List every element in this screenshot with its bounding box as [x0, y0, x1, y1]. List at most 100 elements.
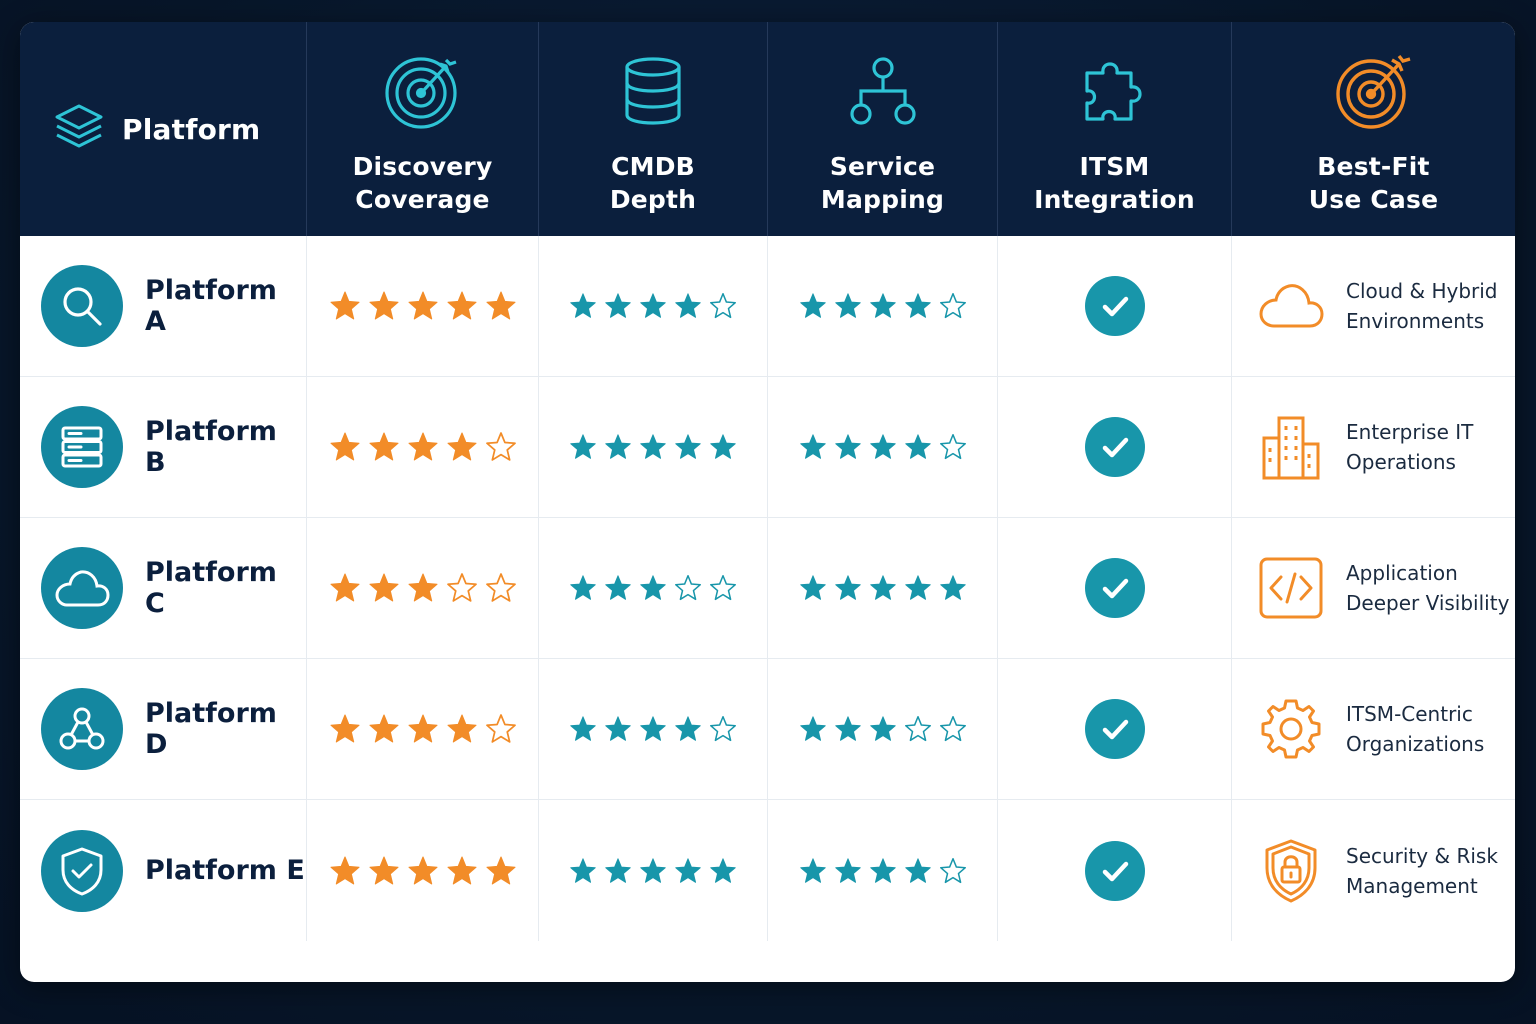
header-itsm-label: ITSM Integration	[1034, 152, 1195, 214]
usecase-text: Enterprise IT Operations	[1346, 420, 1474, 474]
star-filled-icon	[329, 573, 360, 602]
platform-cell: Platform E	[20, 800, 307, 941]
star-empty-icon	[485, 573, 516, 602]
star-rating	[329, 855, 517, 887]
header-mapping-label: Service Mapping	[820, 152, 945, 214]
gear-icon	[1258, 696, 1324, 762]
layers-icon	[52, 100, 106, 158]
mapping-rating	[768, 236, 998, 376]
star-filled-icon	[446, 714, 477, 743]
star-filled-icon	[640, 857, 666, 883]
star-filled-icon	[710, 434, 736, 459]
table-header: Platform Discovery Coverage	[20, 22, 1515, 236]
star-rating	[329, 713, 517, 745]
table-row: Platform D ITSM-Centric O	[20, 659, 1515, 800]
puzzle-icon	[1081, 52, 1149, 130]
check-circle-icon	[1084, 699, 1145, 759]
star-empty-icon	[939, 857, 966, 883]
header-platform: Platform	[20, 22, 307, 236]
star-filled-icon	[368, 714, 399, 743]
star-filled-icon	[710, 857, 736, 883]
usecase-text: Application Deeper Visibility	[1346, 561, 1510, 615]
table-body: Platform A Cloud & Hybrid Environments	[20, 236, 1515, 941]
star-filled-icon	[799, 857, 826, 883]
mapping-rating	[768, 518, 998, 658]
target-arrow-icon	[1335, 52, 1413, 130]
platform-name: Platform A	[145, 275, 277, 337]
star-filled-icon	[640, 716, 666, 741]
comparison-card: Platform Discovery Coverage	[20, 22, 1515, 982]
usecase-cell: Cloud & Hybrid Environments	[1232, 236, 1515, 376]
cloud-icon	[41, 547, 123, 629]
star-rating	[799, 574, 967, 602]
star-filled-icon	[570, 293, 596, 318]
star-rating	[569, 292, 737, 320]
star-filled-icon	[485, 855, 516, 884]
header-service-mapping: Service Mapping	[768, 22, 998, 236]
star-empty-icon	[939, 433, 966, 460]
search-icon	[41, 265, 123, 347]
platform-name: Platform B	[145, 416, 277, 478]
star-filled-icon	[446, 432, 477, 461]
platform-cell: Platform D	[20, 659, 307, 799]
star-filled-icon	[799, 293, 826, 318]
discovery-rating	[307, 236, 539, 376]
star-filled-icon	[605, 857, 631, 883]
star-filled-icon	[368, 573, 399, 602]
itsm-cell	[998, 518, 1232, 658]
table-row: Platform B Enterprise IT	[20, 377, 1515, 518]
star-rating	[799, 292, 967, 320]
star-empty-icon	[939, 292, 966, 319]
check-circle-icon	[1084, 276, 1145, 336]
star-filled-icon	[368, 291, 399, 320]
platform-cell: Platform C	[20, 518, 307, 658]
star-filled-icon	[485, 291, 516, 320]
itsm-cell	[998, 800, 1232, 941]
star-empty-icon	[485, 714, 516, 743]
shield-lock-icon	[1258, 838, 1324, 904]
building-icon	[1258, 414, 1324, 480]
star-rating	[799, 715, 967, 743]
star-rating	[799, 857, 967, 885]
code-icon	[1258, 555, 1324, 621]
star-filled-icon	[904, 575, 931, 600]
star-filled-icon	[834, 434, 861, 459]
check-circle-icon	[1084, 558, 1145, 618]
mapping-rating	[768, 659, 998, 799]
star-filled-icon	[407, 855, 438, 884]
check-circle-icon	[1084, 417, 1145, 477]
star-filled-icon	[675, 293, 701, 318]
star-filled-icon	[904, 857, 931, 883]
star-filled-icon	[329, 714, 360, 743]
target-icon	[384, 52, 462, 130]
table-row: Platform A Cloud & Hybrid Environments	[20, 236, 1515, 377]
star-filled-icon	[675, 434, 701, 459]
cmdb-rating	[539, 236, 768, 376]
itsm-cell	[998, 377, 1232, 517]
platform-cell: Platform A	[20, 236, 307, 376]
star-filled-icon	[605, 716, 631, 741]
mapping-rating	[768, 800, 998, 941]
star-filled-icon	[407, 573, 438, 602]
database-icon	[622, 52, 684, 130]
star-filled-icon	[446, 291, 477, 320]
star-filled-icon	[640, 434, 666, 459]
check-circle-icon	[1084, 840, 1145, 901]
header-itsm-integration: ITSM Integration	[998, 22, 1232, 236]
header-discovery-coverage: Discovery Coverage	[307, 22, 539, 236]
star-empty-icon	[709, 715, 737, 742]
hierarchy-icon	[848, 52, 918, 130]
discovery-rating	[307, 518, 539, 658]
table-row: Platform C Application Deeper Visibility	[20, 518, 1515, 659]
star-filled-icon	[407, 714, 438, 743]
shield-check-icon	[41, 829, 123, 912]
star-rating	[329, 572, 517, 604]
star-filled-icon	[407, 432, 438, 461]
star-filled-icon	[834, 716, 861, 741]
star-filled-icon	[368, 855, 399, 884]
star-filled-icon	[904, 434, 931, 459]
platform-name: Platform C	[145, 557, 277, 619]
platform-name: Platform E	[145, 855, 305, 886]
star-filled-icon	[799, 575, 826, 600]
platform-name: Platform D	[145, 698, 277, 760]
